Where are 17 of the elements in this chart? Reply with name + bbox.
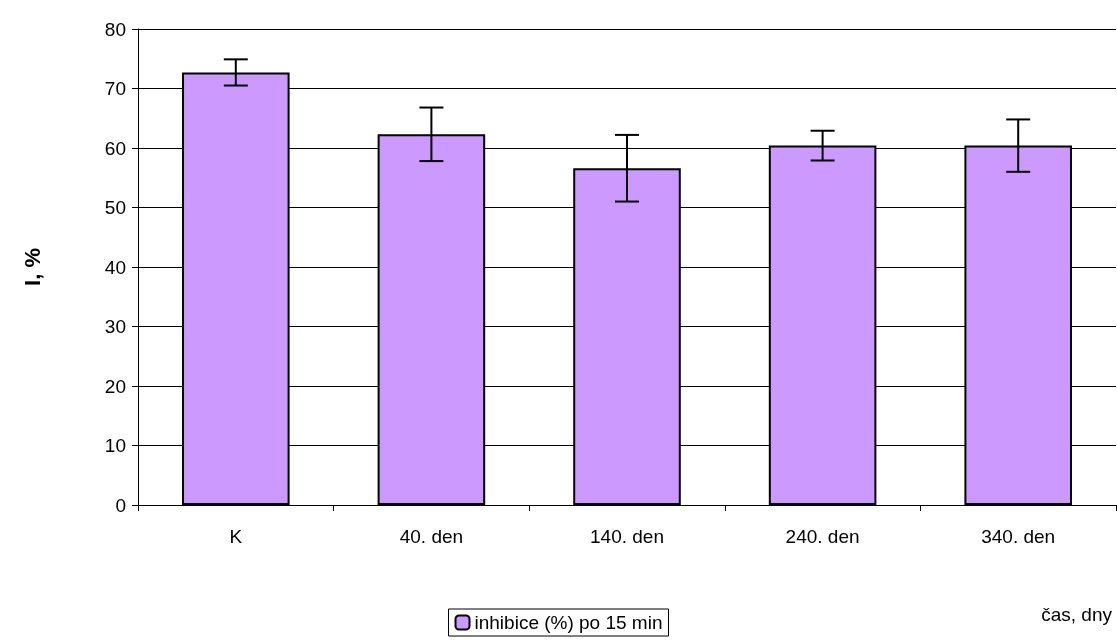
x-tick-label: 140. den <box>590 526 664 547</box>
legend-label: inhibice (%) po 15 min <box>474 612 663 633</box>
y-tick-label: 80 <box>104 18 126 40</box>
x-tick-label: 240. den <box>785 526 860 547</box>
x-tick-label: K <box>229 526 243 547</box>
y-tick-label: 20 <box>104 375 126 397</box>
x-tick-label: 340. den <box>981 526 1056 547</box>
y-tick-label: 30 <box>104 316 126 337</box>
y-tick-label: 10 <box>104 435 126 456</box>
y-tick-label: 0 <box>115 494 126 516</box>
y-tick-label: 50 <box>104 197 126 218</box>
y-tick-label: 60 <box>104 137 126 159</box>
y-tick-label: 40 <box>104 256 126 278</box>
x-tick-label: 40. den <box>399 526 464 547</box>
y-tick-label: 70 <box>104 78 126 99</box>
y-axis-title: I, % <box>19 248 45 286</box>
x-axis-title: čas, dny <box>1041 604 1113 625</box>
